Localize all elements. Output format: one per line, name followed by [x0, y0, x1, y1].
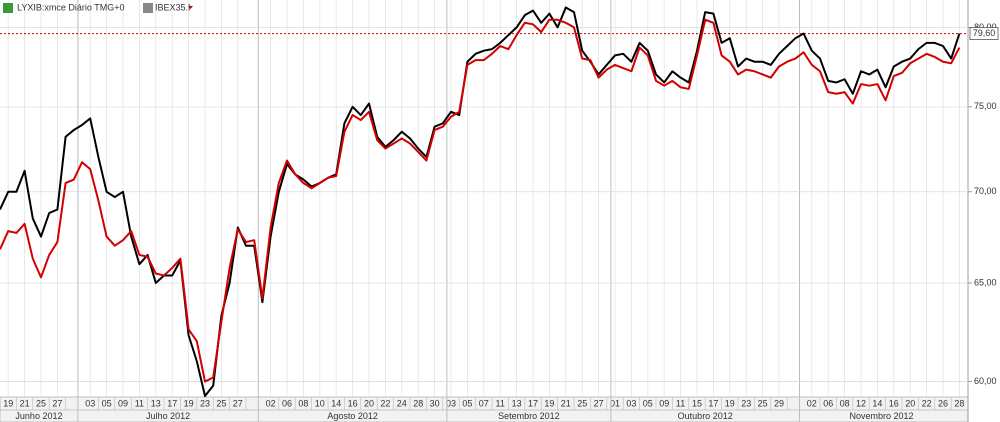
price-label-box — [969, 27, 999, 40]
x-tick-label: 30 — [430, 398, 440, 408]
x-tick-label: 25 — [216, 398, 226, 408]
x-tick-label: 03 — [85, 398, 95, 408]
price-label: 79,60 — [973, 28, 996, 38]
series-line — [0, 18, 961, 383]
legend-icon — [3, 3, 13, 13]
month-label: Junho 2012 — [15, 411, 62, 421]
x-tick-label: 14 — [872, 398, 882, 408]
x-tick-label: 10 — [315, 398, 325, 408]
x-tick-label: 27 — [52, 398, 62, 408]
x-tick-label: 28 — [954, 398, 964, 408]
x-tick-label: 16 — [348, 398, 358, 408]
x-tick-label: 03 — [446, 398, 456, 408]
y-tick-label: 70,00 — [974, 186, 997, 196]
x-tick-label: 17 — [167, 398, 177, 408]
x-tick-label: 06 — [282, 398, 292, 408]
x-tick-label: 07 — [479, 398, 489, 408]
x-tick-label: 21 — [561, 398, 571, 408]
x-tick-label: 15 — [692, 398, 702, 408]
x-tick-label: 06 — [823, 398, 833, 408]
x-tick-label: 21 — [20, 398, 30, 408]
x-tick-label: 08 — [840, 398, 850, 408]
x-tick-label: 09 — [118, 398, 128, 408]
x-tick-label: 19 — [3, 398, 13, 408]
x-tick-label: 24 — [397, 398, 407, 408]
legend: LYXIB:xmce Diário TMG+0 IBEX35.I — [3, 2, 193, 13]
month-label: Outubro 2012 — [678, 411, 733, 421]
legend-dropdown[interactable] — [188, 6, 193, 9]
x-tick-label: 25 — [577, 398, 587, 408]
month-label: Agosto 2012 — [327, 411, 378, 421]
x-tick-label: 19 — [544, 398, 554, 408]
x-tick-label: 11 — [676, 398, 685, 408]
legend-label: LYXIB:xmce Diário TMG+0 — [17, 2, 124, 12]
x-tick-label: 14 — [331, 398, 341, 408]
x-tick-label: 29 — [774, 398, 784, 408]
x-tick-label: 11 — [496, 398, 505, 408]
x-tick-label: 05 — [643, 398, 653, 408]
legend-label: IBEX35.I — [155, 2, 191, 12]
x-tick-label: 05 — [462, 398, 472, 408]
month-label: Julho 2012 — [146, 411, 190, 421]
y-tick-label: 80,00 — [974, 22, 997, 32]
x-tick-label: 02 — [266, 398, 276, 408]
x-tick-label: 22 — [380, 398, 390, 408]
y-tick-label: 60,00 — [974, 376, 997, 386]
x-tick-label: 13 — [151, 398, 161, 408]
x-tick-label: 20 — [364, 398, 374, 408]
x-tick-label: 22 — [922, 398, 932, 408]
x-tick-label: 28 — [413, 398, 423, 408]
x-tick-label: 25 — [36, 398, 46, 408]
x-tick-label: 01 — [610, 398, 620, 408]
x-tick-label: 19 — [184, 398, 194, 408]
x-tick-label: 05 — [102, 398, 112, 408]
x-tick-label: 25 — [758, 398, 768, 408]
x-tick-label: 23 — [200, 398, 210, 408]
x-tick-label: 20 — [905, 398, 915, 408]
x-tick-label: 16 — [889, 398, 899, 408]
month-label: Novembro 2012 — [849, 411, 913, 421]
x-tick-label: 23 — [741, 398, 751, 408]
x-tick-label: 27 — [594, 398, 604, 408]
x-tick-label: 19 — [725, 398, 735, 408]
x-axis-band — [0, 396, 969, 422]
y-tick-label: 75,00 — [974, 101, 997, 111]
x-tick-label: 13 — [512, 398, 522, 408]
x-tick-label: 02 — [807, 398, 817, 408]
x-tick-label: 17 — [708, 398, 718, 408]
x-tick-label: 27 — [233, 398, 243, 408]
legend-icon — [143, 3, 153, 13]
series-line — [0, 6, 961, 397]
month-label: Setembro 2012 — [498, 411, 560, 421]
x-tick-label: 09 — [659, 398, 669, 408]
x-tick-label: 17 — [528, 398, 538, 408]
x-tick-label: 03 — [626, 398, 636, 408]
y-tick-label: 65,00 — [974, 277, 997, 287]
x-tick-label: 26 — [938, 398, 948, 408]
x-tick-label: 08 — [298, 398, 308, 408]
x-tick-label: 11 — [135, 398, 144, 408]
x-tick-label: 12 — [856, 398, 866, 408]
